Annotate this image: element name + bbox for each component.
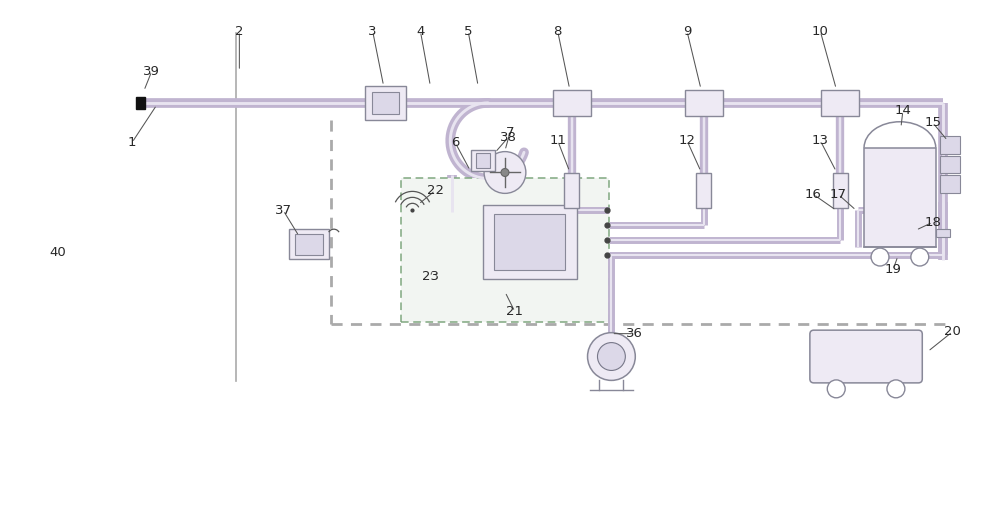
Text: 9: 9	[683, 24, 691, 38]
Text: 40: 40	[49, 246, 66, 259]
Text: 8: 8	[554, 24, 562, 38]
Text: 38: 38	[500, 131, 516, 144]
Circle shape	[911, 248, 929, 266]
Circle shape	[871, 248, 889, 266]
Bar	[553, 90, 591, 116]
Bar	[564, 173, 579, 208]
Text: 2: 2	[235, 24, 244, 38]
Circle shape	[484, 152, 526, 193]
Bar	[940, 176, 960, 193]
Text: 36: 36	[626, 327, 643, 340]
Bar	[936, 229, 950, 237]
Bar	[940, 136, 960, 154]
Bar	[136, 97, 145, 109]
Text: 18: 18	[924, 216, 941, 229]
Text: 13: 13	[812, 134, 829, 147]
Circle shape	[588, 332, 635, 380]
Text: 20: 20	[944, 325, 961, 338]
Text: 17: 17	[830, 188, 847, 201]
Text: 10: 10	[812, 24, 829, 38]
Circle shape	[597, 343, 625, 370]
Text: 22: 22	[427, 184, 444, 197]
Bar	[685, 90, 723, 116]
Circle shape	[501, 169, 509, 177]
FancyBboxPatch shape	[810, 330, 922, 383]
Bar	[864, 147, 936, 247]
Bar	[483, 205, 577, 279]
Bar	[940, 155, 960, 173]
Bar	[289, 229, 329, 259]
Text: 16: 16	[805, 188, 822, 201]
Bar	[833, 173, 848, 208]
Text: 23: 23	[422, 270, 439, 284]
Bar	[365, 86, 406, 120]
Bar	[696, 173, 711, 208]
Bar	[295, 234, 323, 254]
Text: 19: 19	[885, 263, 901, 277]
Text: 21: 21	[506, 305, 523, 318]
Text: 4: 4	[416, 24, 425, 38]
Circle shape	[827, 380, 845, 398]
Text: 12: 12	[679, 134, 696, 147]
Text: 1: 1	[128, 136, 136, 149]
Bar	[471, 149, 495, 171]
Text: 11: 11	[549, 134, 566, 147]
Circle shape	[887, 380, 905, 398]
Bar	[476, 153, 490, 168]
Text: 14: 14	[894, 104, 911, 118]
Text: 5: 5	[464, 24, 472, 38]
Text: 6: 6	[451, 136, 459, 149]
Text: 3: 3	[368, 24, 377, 38]
Text: 7: 7	[506, 126, 514, 139]
Bar	[401, 178, 609, 322]
Text: 37: 37	[275, 204, 292, 217]
Bar	[372, 92, 399, 114]
Text: 15: 15	[924, 117, 941, 129]
Bar	[821, 90, 859, 116]
Text: 39: 39	[143, 64, 160, 78]
Bar	[494, 214, 565, 270]
